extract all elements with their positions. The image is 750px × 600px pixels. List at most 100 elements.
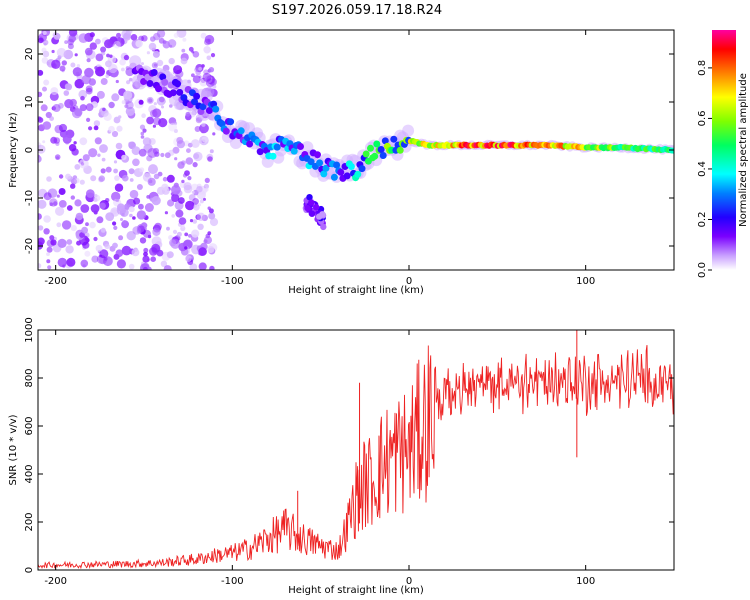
- noise-blob: [113, 225, 118, 230]
- noise-blob: [74, 78, 85, 89]
- noise-blob: [197, 223, 204, 230]
- noise-blob: [38, 225, 44, 231]
- noise-blob: [86, 189, 95, 198]
- ridge-point: [140, 78, 148, 85]
- noise-blob: [202, 72, 212, 82]
- noise-blob: [163, 265, 172, 270]
- noise-blob: [38, 69, 44, 76]
- noise-blob: [131, 248, 140, 257]
- noise-blob: [109, 54, 113, 58]
- noise-blob: [204, 38, 211, 46]
- noise-blob: [203, 239, 208, 244]
- colorbar-tick-label: 0.4: [697, 161, 708, 177]
- noise-blob: [97, 153, 101, 157]
- ridge-point: [330, 173, 338, 181]
- ridge-point: [337, 168, 345, 176]
- colorbar-label: Normalized spectral amplitude: [738, 73, 749, 227]
- ridge-point: [237, 127, 245, 135]
- noise-blob: [56, 156, 60, 160]
- noise-blob: [50, 87, 59, 96]
- noise-blob: [200, 32, 207, 39]
- noise-blob: [105, 212, 115, 222]
- noise-blob: [164, 152, 171, 159]
- noise-blob: [141, 62, 144, 66]
- noise-blob: [104, 39, 113, 49]
- noise-blob: [128, 263, 135, 270]
- noise-blob: [141, 35, 148, 42]
- noise-blob: [182, 37, 187, 42]
- noise-blob: [130, 34, 138, 41]
- noise-blob: [38, 263, 42, 269]
- noise-blob: [195, 214, 201, 220]
- ridge-point: [322, 164, 330, 172]
- noise-blob: [207, 231, 212, 236]
- x-tick-label: -100: [221, 576, 244, 587]
- x-tick-label: 0: [406, 276, 412, 287]
- noise-blob: [76, 64, 81, 68]
- noise-blob: [100, 168, 106, 174]
- ridge-point: [358, 165, 366, 173]
- noise-blob: [208, 212, 216, 220]
- noise-blob: [164, 211, 168, 215]
- ridge-point: [146, 80, 154, 87]
- noise-blob: [66, 257, 76, 267]
- y-tick-label: 10: [24, 96, 35, 109]
- noise-blob: [151, 196, 161, 206]
- noise-blob: [72, 67, 83, 77]
- ridge-point: [396, 146, 404, 154]
- noise-blob: [95, 53, 104, 62]
- noise-blob: [53, 201, 58, 206]
- ridge-halo: [402, 124, 415, 137]
- ridge-point: [343, 172, 351, 180]
- noise-blob: [64, 83, 71, 89]
- noise-blob: [73, 141, 77, 145]
- snr-ylabel: SNR (10 * v/v): [8, 414, 19, 485]
- noise-blob: [118, 115, 122, 119]
- snr-frame: [37, 329, 675, 571]
- noise-blob: [171, 193, 180, 203]
- noise-blob: [146, 195, 151, 199]
- noise-blob: [51, 49, 55, 54]
- colorbar: 0.0 0.2 0.4 0.6 0.8 Normalized spectral ampl…: [697, 30, 749, 278]
- noise-blob: [160, 152, 165, 158]
- noise-blob: [129, 213, 133, 218]
- noise-blob: [121, 245, 132, 256]
- noise-blob: [85, 103, 94, 112]
- noise-blob: [85, 87, 93, 95]
- noise-blob: [208, 67, 215, 73]
- noise-blob: [140, 131, 145, 136]
- noise-blob: [64, 40, 68, 44]
- noise-blob: [67, 43, 74, 50]
- noise-blob: [153, 32, 161, 41]
- noise-blob: [86, 117, 91, 122]
- colorbar-tick-label: 0.0: [697, 262, 708, 278]
- noise-blob: [120, 218, 123, 221]
- noise-blob: [45, 111, 52, 119]
- noise-blob: [172, 229, 178, 234]
- noise-blob: [78, 158, 89, 169]
- noise-blob: [188, 46, 194, 52]
- noise-blob: [148, 164, 158, 175]
- noise-blob: [138, 203, 144, 210]
- noise-blob: [193, 204, 200, 211]
- noise-blob: [183, 184, 193, 194]
- spectrogram-xlabel: Height of straight line (km): [288, 285, 424, 296]
- noise-blob: [176, 231, 182, 237]
- noise-blob: [115, 249, 124, 257]
- noise-blob: [143, 266, 148, 270]
- noise-blob: [84, 250, 91, 257]
- noise-blob: [42, 121, 52, 130]
- noise-blob: [209, 149, 214, 154]
- noise-blob: [161, 105, 164, 109]
- noise-blob: [198, 247, 207, 256]
- noise-blob: [115, 79, 119, 84]
- x-tick-label: 100: [576, 576, 595, 587]
- noise-blob: [79, 137, 88, 146]
- noise-blob: [139, 167, 145, 173]
- noise-blob: [142, 137, 152, 146]
- noise-blob: [43, 228, 50, 235]
- snr-plot-area: [38, 330, 674, 570]
- noise-blob: [189, 263, 198, 270]
- noise-blob: [81, 226, 88, 234]
- noise-blob: [105, 74, 109, 79]
